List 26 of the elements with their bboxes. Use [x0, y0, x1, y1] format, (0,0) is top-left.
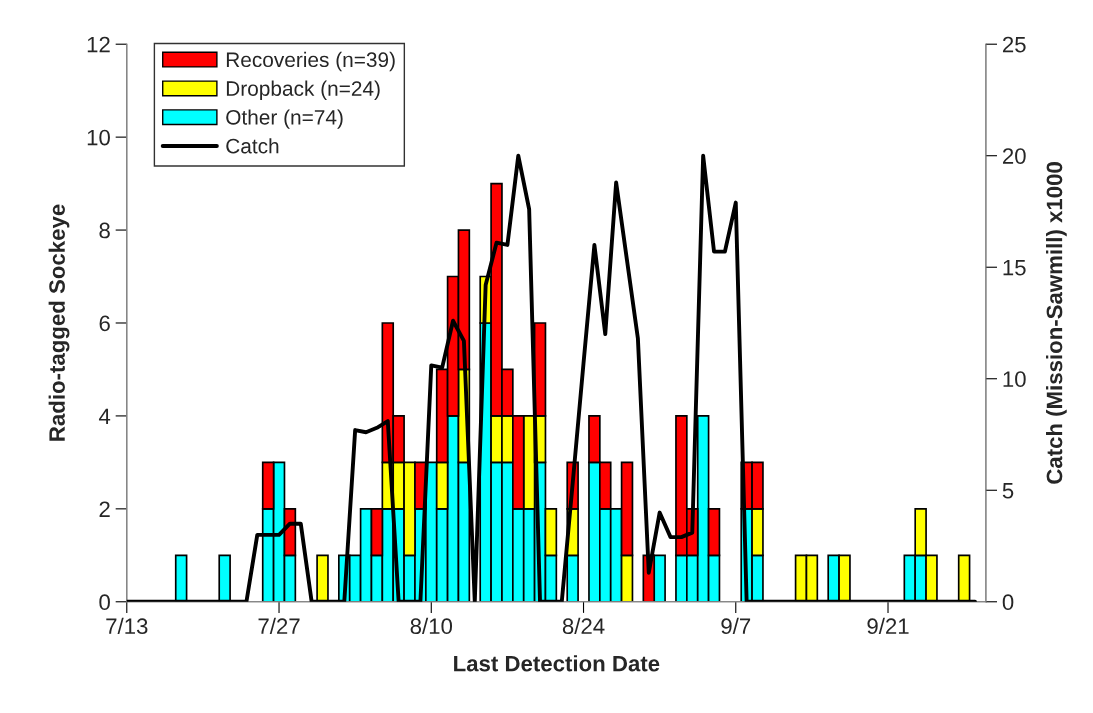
x-tick-label: 8/10 — [410, 617, 453, 635]
legend-label: Catch — [226, 138, 279, 154]
y-tick-label: 6 — [99, 315, 110, 332]
y2-tick-label: 20 — [1002, 148, 1026, 164]
y-tick-label: 12 — [87, 36, 110, 53]
x-axis-title: Last Detection Date — [454, 655, 660, 672]
y2-tick-label: 10 — [1003, 371, 1026, 388]
legend-label: Dropback (n=24) — [226, 80, 380, 101]
x-tick-label: 9/21 — [867, 617, 909, 635]
x-tick-label: 7/13 — [106, 617, 148, 635]
y-axis-title: Radio-tagged Sockeye — [48, 204, 70, 441]
y2-tick-label: 5 — [1002, 483, 1014, 499]
y-tick-label: 4 — [98, 408, 111, 424]
y2-tick-label: 25 — [1002, 36, 1026, 53]
y-tick-label: 0 — [99, 594, 110, 611]
legend-label: Recoveries (n=39) — [226, 51, 395, 72]
legend-label: Other (n=74) — [226, 109, 343, 129]
y2-tick-label: 0 — [1002, 594, 1014, 611]
x-tick-label: 9/7 — [721, 617, 751, 635]
x-tick-label: 8/24 — [562, 617, 605, 635]
y2-axis-title: Catch (Mission-Sawmill) x1000 — [1046, 162, 1067, 484]
x-tick-label: 7/27 — [258, 617, 300, 635]
y-tick-label: 2 — [99, 501, 110, 517]
y2-tick-label: 15 — [1003, 260, 1026, 276]
y-tick-label: 8 — [99, 222, 110, 239]
y-tick-label: 10 — [87, 129, 110, 146]
